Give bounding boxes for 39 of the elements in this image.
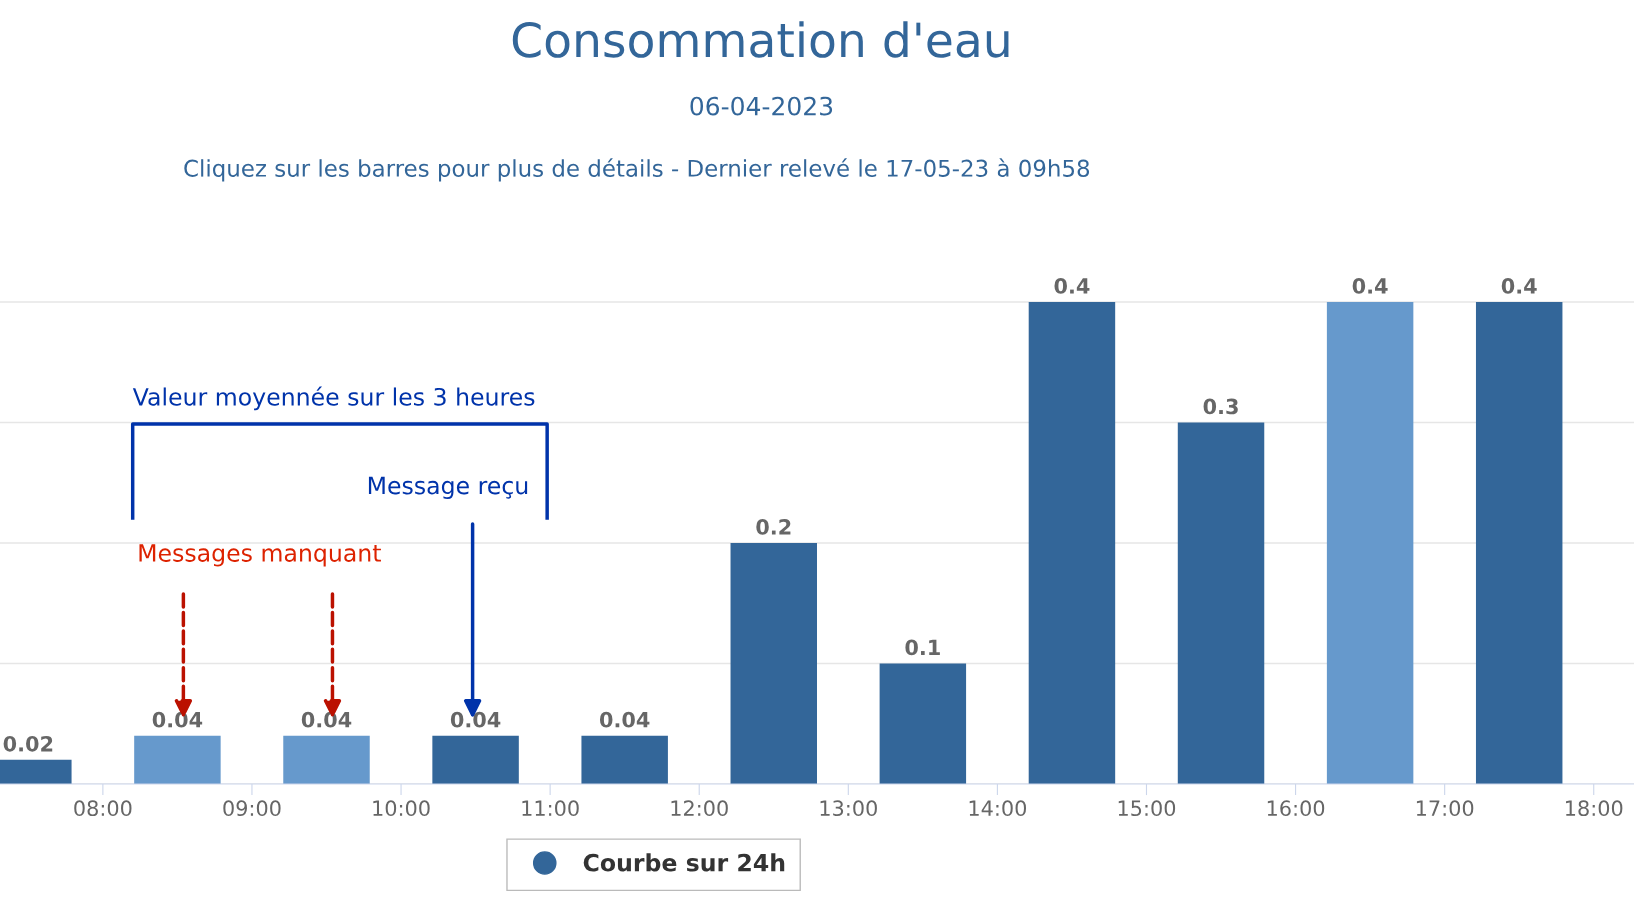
bar xyxy=(879,663,967,784)
annotation: Message reçu xyxy=(368,476,528,499)
annotation: Messages manquant xyxy=(139,544,381,567)
x-tick-label: 11:00 xyxy=(522,800,579,817)
chart-title: Consommation d'eau xyxy=(512,21,1009,58)
x-tick-label: 08:00 xyxy=(74,800,132,817)
x-tick-label: 12:00 xyxy=(671,800,728,817)
x-tick-label: 16:00 xyxy=(1267,800,1325,817)
x-tick-label: 17:00 xyxy=(1416,800,1474,817)
annotation: Valeur moyennée sur les 3 heures xyxy=(132,386,535,411)
x-tick-label: 10:00 xyxy=(373,800,430,817)
bar xyxy=(283,735,370,784)
bar xyxy=(1177,422,1265,784)
x-tick-label: 13:00 xyxy=(820,800,877,817)
bar xyxy=(134,735,221,784)
bar xyxy=(1028,302,1116,784)
data-label: 0.04 xyxy=(599,711,650,728)
x-tick-label: 09:00 xyxy=(223,800,281,817)
data-label: 0.2 xyxy=(756,519,791,535)
legend-label: Courbe sur 24h xyxy=(583,853,785,872)
data-label: 0.04 xyxy=(301,711,352,728)
data-label: 0.4 xyxy=(1501,278,1537,294)
data-label: 0.02 xyxy=(3,735,53,752)
data-label: 0.4 xyxy=(1352,278,1388,294)
x-tick-label: 18:00 xyxy=(1566,800,1623,817)
data-label: 0.04 xyxy=(450,711,501,728)
data-label: 0.4 xyxy=(1054,278,1090,294)
bar xyxy=(1326,302,1414,784)
text: Cliquez sur les barres pour plus de détails - Dernier relevé le 17-05-23 à 09h58 xyxy=(184,158,1090,182)
data-label: 0.04 xyxy=(152,711,203,728)
data-label: 0.3 xyxy=(1203,398,1238,415)
chart-subtitle: 06-04-2023 xyxy=(690,96,833,116)
bar xyxy=(730,543,817,784)
bar xyxy=(1475,302,1563,784)
x-tick-label: 15:00 xyxy=(1118,800,1176,817)
data-label: 0.1 xyxy=(905,639,940,656)
bar xyxy=(432,735,519,784)
x-tick-label: 14:00 xyxy=(969,800,1027,817)
bar xyxy=(581,735,668,784)
